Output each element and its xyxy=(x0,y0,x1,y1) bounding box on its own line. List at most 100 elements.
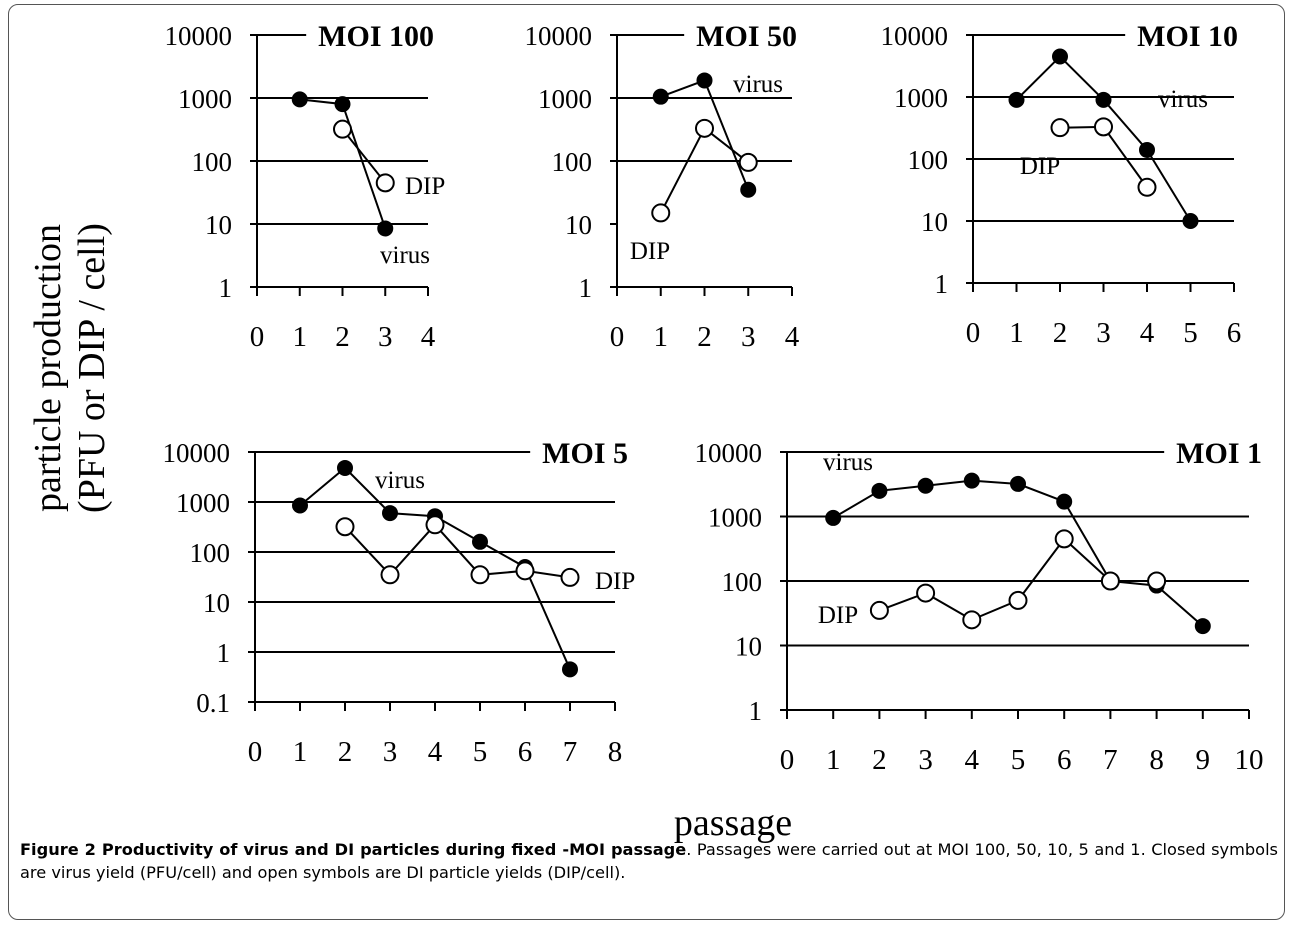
series-label-virus: virus xyxy=(1158,86,1208,113)
x-tick-label: 4 xyxy=(1140,317,1155,349)
data-point-virus xyxy=(1182,213,1199,229)
data-point-virus xyxy=(334,96,351,113)
data-point-dip xyxy=(375,173,395,193)
x-tick-label: 2 xyxy=(872,744,887,776)
y-tick-label: 1000 xyxy=(178,84,232,114)
x-tick-label: 5 xyxy=(1011,744,1026,776)
data-point-virus xyxy=(825,509,842,526)
x-tick-label: 8 xyxy=(1149,744,1164,776)
x-tick-label: 9 xyxy=(1196,744,1211,776)
data-point-dip xyxy=(1147,571,1167,591)
y-tick-label: 10 xyxy=(205,210,232,240)
x-tick-label: 3 xyxy=(741,321,756,353)
data-point-dip xyxy=(695,118,714,138)
data-point-virus xyxy=(1008,91,1025,108)
x-tick-label: 10 xyxy=(1235,744,1264,776)
x-tick-label: 4 xyxy=(421,321,436,353)
data-point-dip xyxy=(1008,590,1028,610)
data-point-dip xyxy=(869,600,889,620)
data-point-virus xyxy=(337,459,353,476)
x-tick-label: 1 xyxy=(293,321,308,353)
data-point-virus xyxy=(382,505,398,522)
x-tick-label: 2 xyxy=(1053,317,1068,349)
x-tick-label: 0 xyxy=(250,321,265,353)
y-tick-label: 1 xyxy=(219,273,233,303)
x-tick-label: 2 xyxy=(697,321,712,353)
data-point-dip xyxy=(560,567,580,587)
y-tick-label: 10000 xyxy=(525,21,593,51)
caption-title: Figure 2 Productivity of virus and DI pa… xyxy=(20,840,687,859)
data-point-virus xyxy=(652,88,669,105)
data-point-virus xyxy=(740,181,757,198)
data-point-virus xyxy=(291,91,308,108)
x-tick-label: 6 xyxy=(1057,744,1072,776)
data-point-dip xyxy=(515,561,535,581)
caption-text: . Passages were carried out at MOI 100, … xyxy=(20,840,1278,882)
series-line-virus xyxy=(299,98,387,229)
y-tick-label: 10000 xyxy=(881,21,949,51)
x-tick-label: 4 xyxy=(785,321,800,353)
data-point-virus xyxy=(696,72,713,89)
data-point-dip xyxy=(425,515,445,535)
x-tick-label: 1 xyxy=(293,736,308,768)
y-tick-label: 100 xyxy=(722,567,763,597)
panel-title: MOI 5 xyxy=(542,437,628,470)
x-tick-label: 0 xyxy=(610,321,625,353)
x-tick-label: 0 xyxy=(966,317,981,349)
x-tick-label: 3 xyxy=(1096,317,1111,349)
x-tick-label: 2 xyxy=(335,321,350,353)
x-tick-label: 2 xyxy=(338,736,353,768)
x-tick-label: 1 xyxy=(1009,317,1024,349)
data-point-dip xyxy=(1137,177,1157,197)
series-line-dip xyxy=(659,126,749,214)
x-tick-label: 8 xyxy=(608,736,623,768)
y-tick-label: 0.1 xyxy=(196,688,230,718)
series-label-dip: DIP xyxy=(818,602,858,629)
x-tick-label: 1 xyxy=(654,321,669,353)
series-label-virus: virus xyxy=(733,71,783,98)
data-point-dip xyxy=(335,517,355,537)
x-tick-label: 6 xyxy=(518,736,533,768)
data-point-virus xyxy=(377,220,394,237)
x-tick-label: 7 xyxy=(1103,744,1118,776)
data-point-virus xyxy=(1194,618,1211,635)
y-tick-label: 10000 xyxy=(165,21,233,51)
x-tick-label: 4 xyxy=(965,744,980,776)
x-tick-label: 0 xyxy=(248,736,263,768)
figure-frame xyxy=(8,4,1285,920)
panel-title: MOI 10 xyxy=(1137,20,1238,53)
y-tick-label: 10 xyxy=(735,632,762,662)
series-label-dip: DIP xyxy=(630,238,670,265)
data-point-virus xyxy=(562,661,578,678)
y-tick-label: 1 xyxy=(935,269,949,299)
series-label-virus: virus xyxy=(380,242,430,269)
y-tick-label: 10000 xyxy=(163,438,231,468)
data-point-virus xyxy=(1095,91,1112,108)
y-axis-label-line1: particle production xyxy=(27,224,69,512)
y-tick-label: 100 xyxy=(192,147,233,177)
data-point-dip xyxy=(333,119,352,139)
data-point-virus xyxy=(1056,493,1073,510)
data-point-virus xyxy=(1139,141,1155,158)
x-tick-label: 5 xyxy=(1183,317,1198,349)
data-point-virus xyxy=(1052,48,1068,65)
panel-title: MOI 1 xyxy=(1176,437,1262,470)
data-point-dip xyxy=(1050,118,1070,138)
x-tick-label: 6 xyxy=(1227,317,1242,349)
series-line-dip xyxy=(341,128,387,184)
data-point-dip xyxy=(1054,529,1074,549)
data-point-dip xyxy=(916,583,936,603)
y-tick-label: 1000 xyxy=(176,488,230,518)
x-tick-label: 3 xyxy=(378,321,393,353)
y-tick-label: 10000 xyxy=(695,438,763,468)
y-tick-label: 1 xyxy=(749,696,763,726)
panel-title: MOI 50 xyxy=(696,20,797,53)
data-point-dip xyxy=(380,565,400,585)
data-point-dip xyxy=(738,152,758,172)
